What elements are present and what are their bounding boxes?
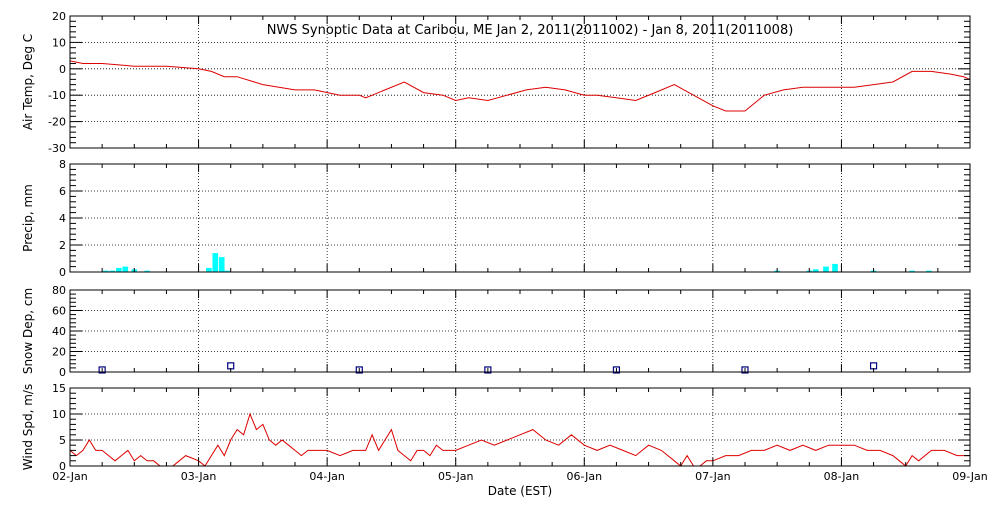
y-tick-label: 10 (52, 36, 66, 49)
air-temp-series-line (69, 60, 971, 112)
precip-bar (832, 263, 838, 272)
precip-bar (909, 270, 915, 272)
x-tick-label: 05-Jan (438, 470, 474, 483)
y-tick-label: 0 (59, 266, 66, 279)
precip-bar (926, 270, 932, 272)
y-tick-label: 0 (59, 460, 66, 473)
snow-panel: 80 60 40 20 0 Snow Dep, cm (21, 284, 971, 379)
y-tick-label: 8 (59, 158, 66, 171)
wind-panel: 15 10 5 0 Wind Spd, m/s 02-Jan 03-Jan 04-Jan 05-… (21, 382, 988, 498)
y-axis-label: Precip, mm (21, 184, 35, 252)
y-tick-label: 15 (52, 382, 66, 395)
x-tick-label: 02-Jan (52, 470, 88, 483)
y-tick-label: 2 (59, 239, 66, 252)
snow-depth-point (227, 362, 235, 370)
y-tick-label: 4 (59, 212, 66, 225)
precip-bar (823, 266, 829, 272)
y-tick-label: 6 (59, 185, 66, 198)
precip-bar (103, 270, 109, 272)
y-tick-label: 40 (52, 325, 66, 338)
chart-title: NWS Synoptic Data at Caribou, ME Jan 2, … (267, 23, 794, 38)
y-axis-label: Wind Spd, m/s (21, 384, 35, 470)
y-axis-label: Snow Dep, cm (21, 288, 35, 374)
y-tick-label: -30 (48, 142, 66, 155)
snow-depth-point (612, 366, 621, 374)
y-tick-label: 5 (59, 434, 66, 447)
x-tick-label: 07-Jan (695, 470, 731, 483)
precip-bar (144, 270, 150, 272)
precip-bar (109, 270, 116, 272)
plot-frame (69, 387, 971, 467)
y-tick-label: 80 (52, 284, 66, 297)
y-tick-label: -10 (48, 89, 66, 102)
y-tick-label: 0 (59, 366, 66, 379)
precip-bar (812, 269, 819, 272)
snow-depth-point (869, 362, 878, 370)
x-tick-label: 04-Jan (309, 470, 345, 483)
x-tick-label: 09-Jan (952, 470, 988, 483)
precip-bar (206, 267, 212, 272)
y-tick-label: -20 (48, 116, 66, 129)
y-tick-label: 20 (52, 346, 66, 359)
wind-speed-series-line (69, 412, 970, 467)
temp-panel: 20 10 0 -10 -20 -30 Air Temp, Deg C (21, 10, 971, 155)
snow-depth-point (98, 366, 106, 374)
y-tick-label: 20 (52, 10, 66, 23)
snow-depth-point (741, 366, 749, 374)
precip-bar (224, 270, 230, 272)
x-axis-label: Date (EST) (488, 484, 552, 498)
precip-bar (212, 253, 219, 272)
precip-panel: 8 6 4 2 0 Precip, mm (21, 158, 971, 279)
snow-depth-point (484, 366, 492, 374)
y-tick-label: 10 (52, 408, 66, 421)
x-tick-label: 08-Jan (824, 470, 860, 483)
y-axis-label: Air Temp, Deg C (21, 34, 35, 130)
snow-depth-point (355, 366, 363, 374)
y-tick-label: 0 (59, 63, 66, 76)
x-tick-label: 03-Jan (181, 470, 217, 483)
precip-bar (116, 267, 122, 272)
precip-bar (122, 266, 129, 272)
precip-bar (218, 257, 225, 272)
x-tick-label: 06-Jan (567, 470, 603, 483)
y-tick-label: 60 (52, 305, 66, 318)
